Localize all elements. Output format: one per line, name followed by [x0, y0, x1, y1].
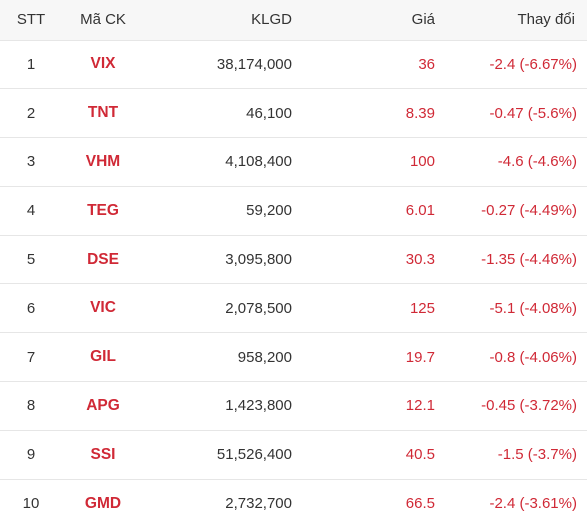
row-stt: 3: [26, 153, 36, 171]
row-price: 30.3: [405, 251, 435, 269]
row-change: -4.6 (-4.6%): [497, 153, 577, 171]
row-volume: 51,526,400: [216, 446, 292, 464]
table-row[interactable]: 3 VHM 4,108,400 100 -4.6 (-4.6%): [0, 137, 587, 187]
row-price: 66.5: [405, 495, 435, 513]
row-stock-code[interactable]: TNT: [87, 104, 119, 122]
row-volume: 1,423,800: [225, 397, 292, 415]
table-row[interactable]: 8 APG 1,423,800 12.1 -0.45 (-3.72%): [0, 381, 587, 431]
row-volume: 46,100: [246, 104, 292, 122]
row-stock-code[interactable]: VIX: [90, 55, 116, 73]
table-row[interactable]: 4 TEG 59,200 6.01 -0.27 (-4.49%): [0, 186, 587, 235]
row-stock-code[interactable]: VIC: [90, 299, 116, 317]
row-volume: 4,108,400: [225, 153, 292, 171]
row-volume: 3,095,800: [225, 251, 292, 269]
row-price: 100: [409, 153, 435, 171]
row-stt: 2: [26, 104, 36, 122]
row-stt: 10: [22, 495, 40, 513]
row-change: -1.5 (-3.7%): [497, 446, 577, 464]
row-stock-code[interactable]: VHM: [85, 152, 121, 170]
row-stt: 6: [26, 299, 36, 317]
row-stt: 7: [26, 348, 36, 366]
row-stock-code[interactable]: APG: [86, 396, 120, 414]
table-row[interactable]: 7 GIL 958,200 19.7 -0.8 (-4.06%): [0, 332, 587, 382]
row-change: -2.4 (-3.61%): [489, 495, 577, 513]
table-row[interactable]: 1 VIX 38,174,000 36 -2.4 (-6.67%): [0, 40, 587, 89]
row-change: -1.35 (-4.46%): [481, 251, 577, 269]
row-stt: 1: [26, 55, 36, 73]
row-price: 12.1: [405, 397, 435, 415]
row-stt: 9: [26, 446, 36, 464]
header-change[interactable]: Thay đổi: [517, 11, 575, 29]
row-stt: 4: [26, 202, 36, 220]
row-stock-code[interactable]: GMD: [84, 494, 122, 512]
header-price[interactable]: Giá: [411, 11, 435, 29]
row-change: -0.45 (-3.72%): [481, 397, 577, 415]
row-stt: 5: [26, 251, 36, 269]
row-change: -0.8 (-4.06%): [489, 348, 577, 366]
row-stt: 8: [26, 397, 36, 415]
table-row[interactable]: 10 GMD 2,732,700 66.5 -2.4 (-3.61%): [0, 479, 587, 528]
row-price: 36: [418, 55, 435, 73]
row-volume: 59,200: [246, 202, 292, 220]
row-change: -0.27 (-4.49%): [481, 202, 577, 220]
header-stt: STT: [16, 11, 46, 29]
row-price: 6.01: [405, 202, 435, 220]
row-stock-code[interactable]: SSI: [90, 445, 116, 463]
row-price: 40.5: [405, 446, 435, 464]
row-volume: 2,078,500: [225, 299, 292, 317]
header-code[interactable]: Mã CK: [80, 11, 126, 29]
table-row[interactable]: 6 VIC 2,078,500 125 -5.1 (-4.08%): [0, 283, 587, 333]
table-row[interactable]: 5 DSE 3,095,800 30.3 -1.35 (-4.46%): [0, 235, 587, 284]
row-stock-code[interactable]: TEG: [87, 201, 119, 219]
row-price: 19.7: [405, 348, 435, 366]
header-volume[interactable]: KLGD: [251, 11, 292, 29]
table-row[interactable]: 9 SSI 51,526,400 40.5 -1.5 (-3.7%): [0, 430, 587, 479]
row-volume: 38,174,000: [216, 55, 292, 73]
row-stock-code[interactable]: DSE: [87, 250, 119, 268]
row-change: -0.47 (-5.6%): [489, 104, 577, 122]
row-volume: 2,732,700: [225, 495, 292, 513]
table-header-row: STT Mã CK KLGD Giá Thay đổi: [0, 0, 587, 40]
row-volume: 958,200: [237, 348, 292, 366]
row-price: 8.39: [405, 104, 435, 122]
row-change: -5.1 (-4.08%): [489, 299, 577, 317]
row-price: 125: [409, 299, 435, 317]
table-row[interactable]: 2 TNT 46,100 8.39 -0.47 (-5.6%): [0, 88, 587, 138]
row-stock-code[interactable]: GIL: [90, 348, 116, 366]
row-change: -2.4 (-6.67%): [489, 55, 577, 73]
